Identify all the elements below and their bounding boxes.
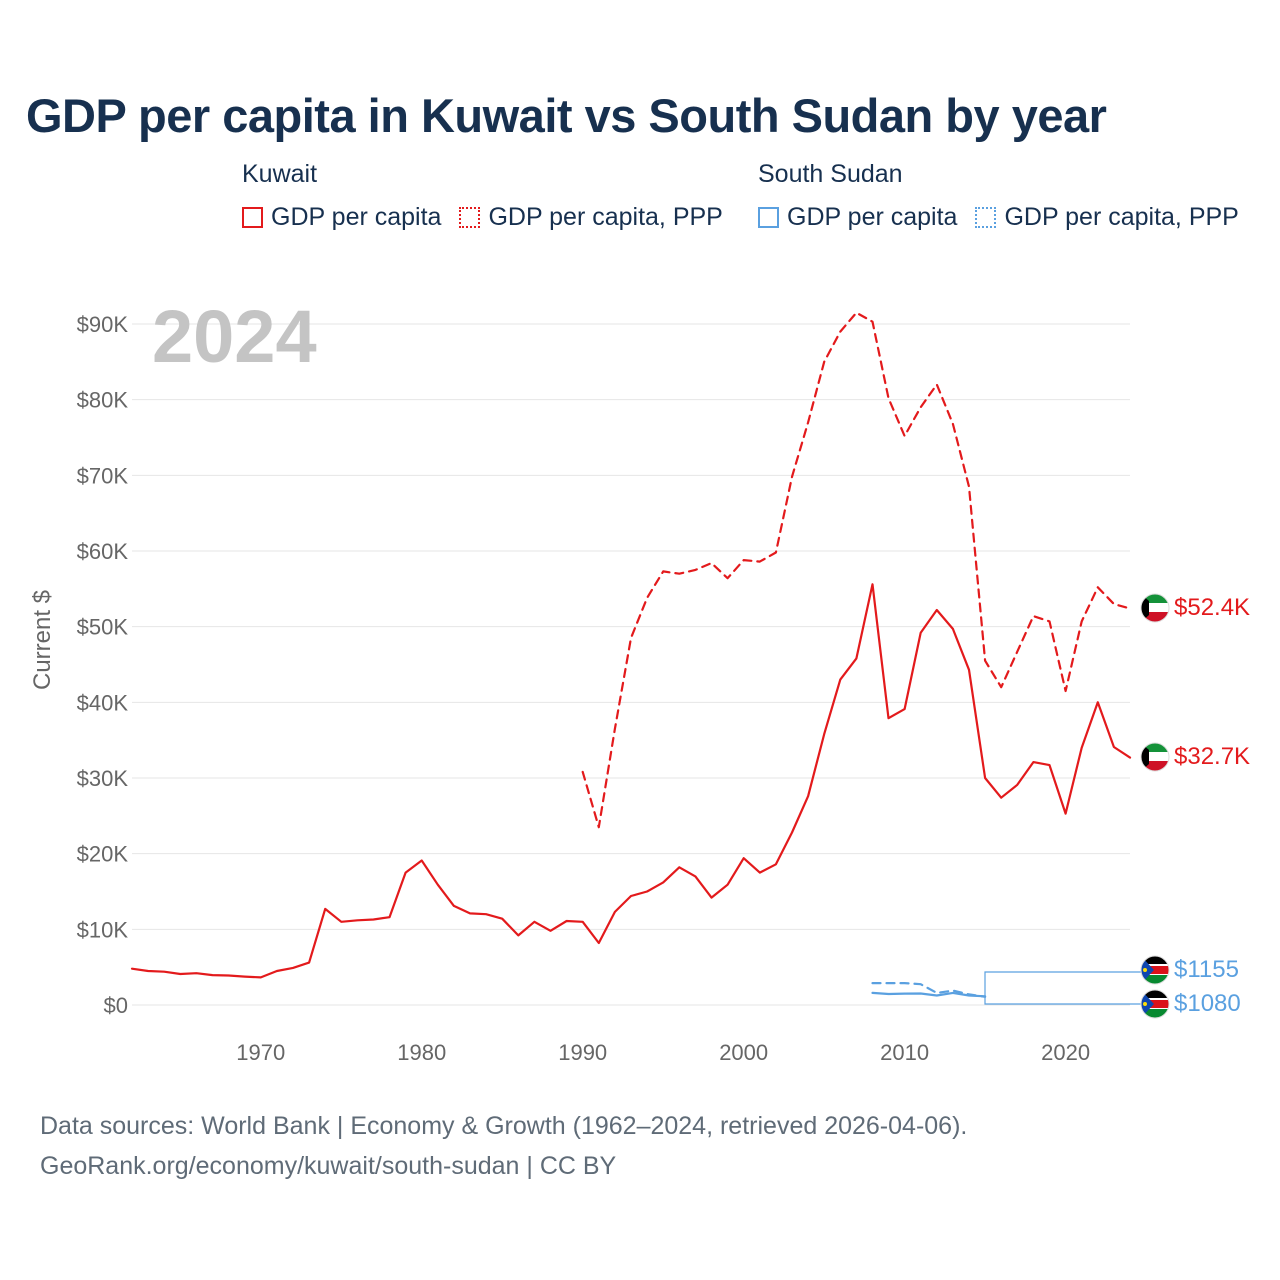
legend-label: GDP per capita, PPP [488,203,723,231]
dotted-swatch-icon [975,207,997,228]
x-tick-label: 1990 [558,1040,607,1065]
x-tick-label: 2010 [880,1040,929,1065]
legend-label: GDP per capita [787,203,958,231]
legend-country-kuwait: Kuwait [242,160,318,188]
end-label-south-sudan-gdp: $1155 [1174,956,1239,983]
south-sudan-flag-icon [1141,990,1169,1018]
y-tick-label: $60K [77,539,129,564]
y-axis-title: Current $ [29,590,56,690]
x-tick-label: 2000 [719,1040,768,1065]
legend-item-kuwait-gdp[interactable]: GDP per capita [242,203,441,232]
y-tick-label: $50K [77,615,129,640]
chart-title: GDP per capita in Kuwait vs South Sudan … [26,89,1107,142]
series-line-kuwait-gdp-per-capita-ppp[interactable] [581,311,1132,829]
y-tick-label: $70K [77,463,129,488]
legend-south-sudan: South Sudan GDP per capita GDP per capit… [758,160,1239,232]
label-connector [984,971,1148,985]
end-label-kuwait-ppp: $52.4K [1174,594,1250,621]
footer-link[interactable]: GeoRank.org/economy/kuwait/south-sudan |… [40,1152,617,1180]
series-line-kuwait-gdp-per-capita[interactable] [130,583,1132,979]
y-tick-label: $20K [77,842,129,867]
x-tick-label: 2020 [1041,1040,1090,1065]
y-tick-label: $90K [77,312,129,337]
year-watermark: 2024 [152,295,317,378]
x-tick-label: 1980 [397,1040,446,1065]
end-label-kuwait-gdp: $32.7K [1174,743,1250,770]
dotted-swatch-icon [459,207,481,228]
footer: Data sources: World Bank | Economy & Gro… [40,1106,967,1186]
legend-item-kuwait-ppp[interactable]: GDP per capita, PPP [459,203,723,232]
solid-swatch-icon [758,207,779,228]
legend-kuwait: Kuwait GDP per capita GDP per capita, PP… [242,160,723,232]
south-sudan-flag-icon [1141,956,1169,984]
end-label-south-sudan-ppp: $1080 [1174,990,1241,1017]
footer-sources: Data sources: World Bank | Economy & Gro… [40,1112,968,1140]
line-chart: $0 $10K $20K $30K $40K $50K $60K $70K $80K $90K 19… [29,295,1250,1065]
series-line-south-sudan-gdp-per-capita[interactable] [871,991,987,998]
legend-label: GDP per capita, PPP [1004,203,1239,231]
legend-item-south-sudan-gdp[interactable]: GDP per capita [758,203,957,232]
y-tick-label: $10K [77,917,129,942]
y-tick-label: $0 [104,993,128,1018]
y-tick-label: $30K [77,766,129,791]
legend-item-south-sudan-ppp[interactable]: GDP per capita, PPP [975,203,1239,232]
solid-swatch-icon [242,207,263,228]
legend-country-south-sudan: South Sudan [758,160,903,188]
y-tick-label: $80K [77,388,129,413]
x-tick-label: 1970 [236,1040,285,1065]
y-tick-label: $40K [77,690,129,715]
label-connector [984,985,1148,1005]
legend-label: GDP per capita [271,203,442,231]
series-line-south-sudan-gdp-per-capita-ppp[interactable] [871,981,987,998]
